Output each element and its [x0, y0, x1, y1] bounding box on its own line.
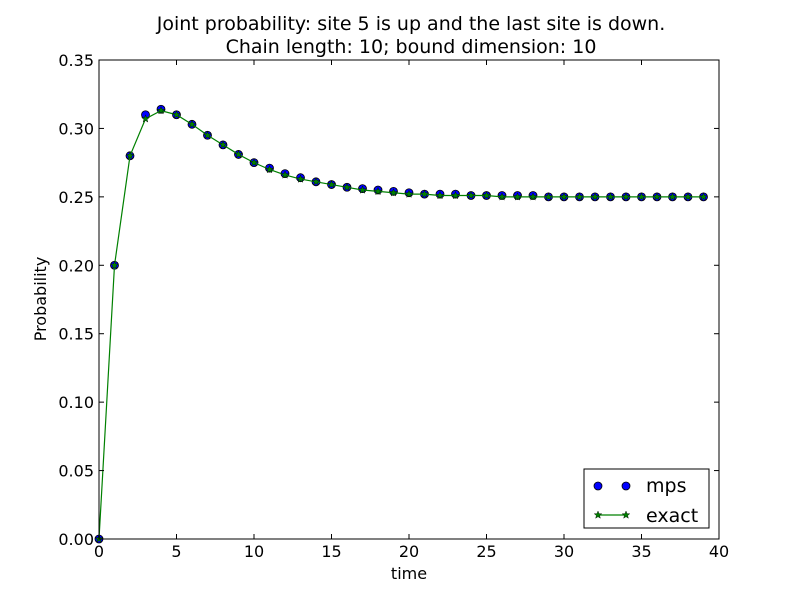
- x-tick-label: 25: [476, 542, 496, 561]
- exact-point: [606, 192, 615, 201]
- exact-point: [683, 192, 693, 201]
- y-tick-label: 0.25: [58, 188, 94, 207]
- y-tick-label: 0.10: [58, 393, 94, 412]
- y-tick-label: 0.15: [58, 325, 94, 344]
- legend: mps exact: [583, 468, 710, 529]
- exact-point: [342, 182, 352, 191]
- exact-point: [451, 190, 460, 200]
- legend-exact-marker: [621, 510, 631, 519]
- exact-point: [110, 260, 119, 269]
- legend-exact-marker: [593, 510, 603, 519]
- exact-point: [652, 192, 662, 201]
- exact-point: [218, 140, 228, 149]
- exact-point: [172, 110, 181, 119]
- legend-mps-swatch: [593, 481, 631, 491]
- exact-point: [637, 192, 646, 201]
- exact-point: [389, 188, 398, 197]
- exact-point: [358, 185, 367, 194]
- y-tick-label: 0.00: [58, 530, 94, 549]
- exact-point: [482, 190, 491, 200]
- exact-point: [559, 192, 569, 201]
- axis-ticks: 0 5 10 15 20 25 30 35 40 0.00 0.05 0.10 0.15 0.20 0.25…: [58, 51, 729, 561]
- x-tick-label: 15: [321, 542, 341, 561]
- x-tick-label: 20: [399, 542, 419, 561]
- exact-point: [497, 192, 507, 201]
- x-tick-label: 35: [631, 542, 651, 561]
- x-tick-label: 0: [94, 542, 104, 561]
- y-tick-label: 0.20: [58, 256, 94, 275]
- exact-point: [141, 114, 150, 123]
- exact-point: [156, 106, 166, 115]
- chart-title-line-2: Chain length: 10; bound dimension: 10: [226, 36, 597, 58]
- y-tick-label: 0.35: [58, 51, 94, 70]
- exact-series-line: [98, 109, 704, 540]
- exact-point: [265, 164, 274, 174]
- legend-box: [583, 468, 710, 529]
- exact-point: [311, 177, 321, 186]
- exact-point: [668, 192, 677, 201]
- y-tick-label: 0.30: [58, 119, 94, 138]
- exact-point: [404, 189, 414, 198]
- exact-point: [590, 192, 600, 201]
- exact-point: [466, 190, 476, 200]
- exact-point: [234, 149, 243, 159]
- legend-mps-marker: [621, 481, 631, 491]
- exact-point: [280, 170, 290, 179]
- x-tick-label: 10: [244, 542, 264, 561]
- exact-point: [373, 186, 383, 196]
- legend-mps-marker: [593, 481, 603, 491]
- exact-point: [327, 179, 336, 189]
- exact-point: [513, 192, 522, 201]
- chart-title-line-1: Joint probability: site 5 is up and the …: [156, 13, 666, 35]
- exact-point: [420, 189, 429, 198]
- exact-point: [187, 119, 197, 129]
- exact-point: [125, 151, 135, 160]
- x-axis-label: time: [391, 564, 427, 583]
- exact-point: [621, 192, 631, 201]
- x-tick-label: 5: [171, 542, 181, 561]
- legend-exact-swatch: [593, 510, 631, 519]
- exact-point: [575, 192, 584, 201]
- x-tick-label: 30: [554, 542, 574, 561]
- x-tick-label: 40: [709, 542, 729, 561]
- legend-label-mps: mps: [646, 475, 686, 497]
- y-tick-label: 0.05: [58, 462, 94, 481]
- exact-point: [544, 192, 553, 201]
- legend-label-exact: exact: [646, 505, 698, 527]
- plot-area: [94, 104, 708, 544]
- exact-point: [203, 130, 212, 139]
- exact-point: [296, 174, 305, 183]
- exact-point: [249, 158, 259, 167]
- y-axis-label: Probability: [31, 257, 50, 342]
- exact-point: [699, 192, 708, 201]
- exact-point: [435, 190, 445, 200]
- exact-point: [528, 192, 538, 201]
